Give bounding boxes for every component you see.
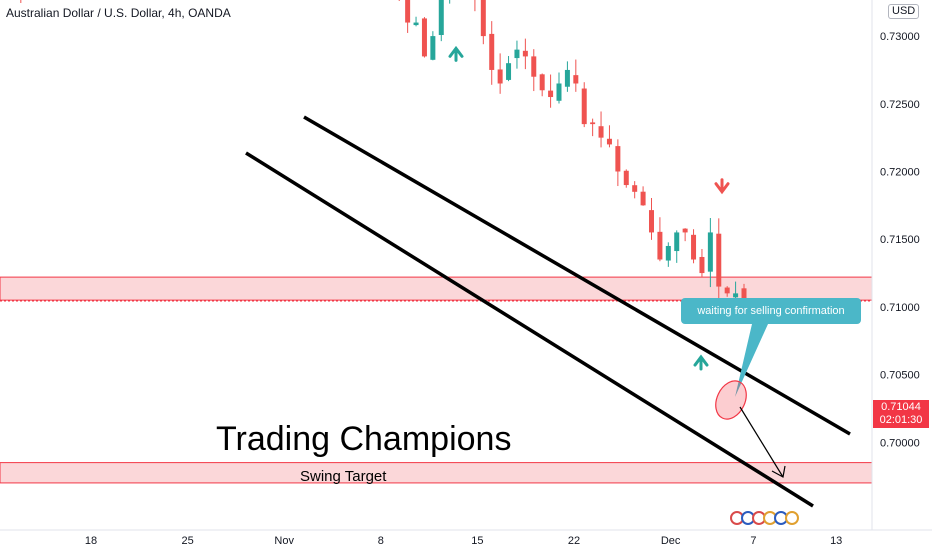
sell-arrow-icon <box>714 178 730 195</box>
x-tick-label: 15 <box>471 535 483 547</box>
candle-body <box>539 74 545 91</box>
candle-body <box>682 228 688 233</box>
candle-body <box>615 146 621 172</box>
y-tick-label: 0.72500 <box>880 99 920 111</box>
candle-body <box>707 232 713 272</box>
candle-body <box>733 293 739 298</box>
x-tick-label: 7 <box>750 535 756 547</box>
zone-label: Swing Target <box>300 468 387 485</box>
candle-body <box>413 22 419 26</box>
watermark-text: Trading Champions <box>216 420 512 458</box>
candle-body <box>674 232 680 252</box>
candle-body <box>480 0 486 37</box>
candle-body <box>489 33 495 70</box>
y-tick-label: 0.73000 <box>880 31 920 43</box>
candle-body <box>438 0 444 36</box>
candle-body <box>405 0 411 23</box>
candle-body <box>514 49 520 59</box>
price-zone-1 <box>0 462 873 484</box>
x-tick-label: Dec <box>661 535 681 547</box>
candle-body <box>421 18 427 57</box>
candle-body <box>724 287 730 294</box>
bar-countdown: 02:01:30 <box>879 414 923 426</box>
x-tick-label: 22 <box>568 535 580 547</box>
candle-body <box>531 56 537 77</box>
x-tick-label: 13 <box>830 535 842 547</box>
drawings <box>245 45 851 525</box>
y-tick-label: 0.70500 <box>880 370 920 382</box>
y-tick-label: 0.72000 <box>880 167 920 179</box>
candle-body <box>522 50 528 57</box>
candle-body <box>430 36 436 60</box>
x-tick-label: 25 <box>181 535 193 547</box>
y-tick-label: 0.71000 <box>880 302 920 314</box>
highlight-ellipse <box>715 380 747 420</box>
candle-body <box>649 210 654 233</box>
x-tick-label: 8 <box>378 535 384 547</box>
candle-body <box>581 88 587 125</box>
current-price-value: 0.71044 <box>881 401 921 413</box>
candles <box>20 0 747 308</box>
candle-body <box>640 191 646 206</box>
candle-body <box>598 126 604 138</box>
x-tick-label: Nov <box>274 535 294 547</box>
candle-body <box>590 122 596 125</box>
candle-body <box>497 69 503 84</box>
channel-lower-line <box>245 151 814 508</box>
candle-body <box>506 63 512 80</box>
projection-line <box>739 406 784 478</box>
y-tick-label: 0.71500 <box>880 234 920 246</box>
chart-title: Australian Dollar / U.S. Dollar, 4h, OAN… <box>6 6 231 20</box>
current-price-tag: 0.71044 02:01:30 <box>873 400 929 428</box>
candle-body <box>716 233 722 287</box>
candle-body <box>573 75 579 84</box>
candle-body <box>691 234 697 260</box>
candle-body <box>699 256 705 274</box>
candle-body <box>632 185 638 192</box>
x-tick-label: 18 <box>85 535 97 547</box>
buy-arrow-icon <box>448 45 464 62</box>
currency-badge[interactable]: USD <box>888 4 920 19</box>
candle-body <box>548 90 554 98</box>
candle-body <box>606 138 612 145</box>
candle-body <box>741 288 747 302</box>
candle-body <box>657 231 663 260</box>
candle-body <box>665 245 671 261</box>
projection-arrowhead <box>771 465 786 478</box>
callout-note: waiting for selling confirmation <box>681 298 861 324</box>
candle-body <box>556 83 562 101</box>
candle-body <box>623 170 629 186</box>
channel-upper-line <box>303 115 851 436</box>
candle-body <box>564 69 570 87</box>
price-zone-0 <box>0 276 873 301</box>
callout-pointer <box>735 324 768 397</box>
price-zones: Swing Target <box>0 276 873 485</box>
y-tick-label: 0.70000 <box>880 437 920 449</box>
event-flag-icon <box>785 511 799 525</box>
buy-arrow-icon <box>693 354 709 371</box>
